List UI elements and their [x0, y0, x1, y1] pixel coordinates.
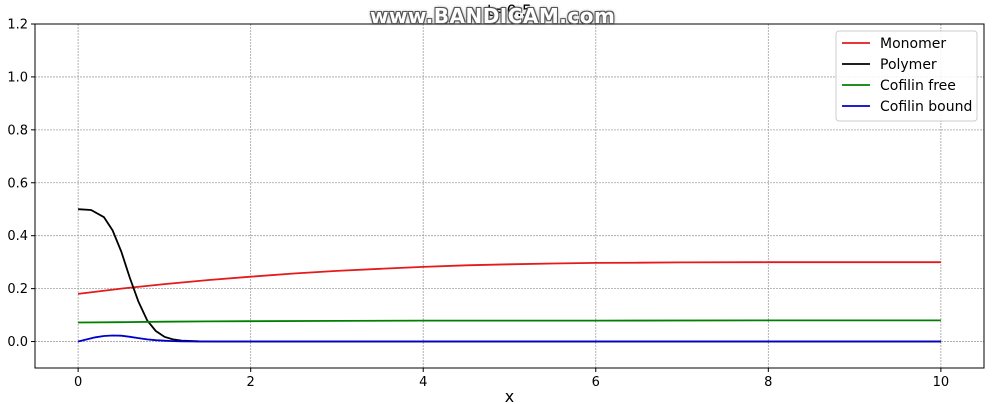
legend-label: Cofilin bound — [880, 99, 972, 115]
y-tick-label: 0.4 — [7, 229, 28, 244]
x-tick-label: 8 — [764, 375, 772, 390]
y-tick-label: 1.0 — [7, 70, 28, 85]
series-line-monomer — [77, 261, 941, 295]
y-tick-label: 0.8 — [7, 123, 28, 138]
legend-label: Polymer — [880, 57, 937, 73]
legend: Monomer Polymer Cofilin free Cofilin bound — [835, 30, 978, 122]
y-tick-label: 0.6 — [7, 176, 28, 191]
y-tick-label: 0.2 — [7, 282, 28, 297]
axis-ticks: 0 2 4 6 8 10 0.0 0.2 0.4 0.6 0.8 1.0 1.2 — [7, 18, 949, 391]
bandicam-watermark: www.BANDICAM.com — [370, 4, 616, 28]
y-tick-label: 0.0 — [7, 335, 28, 350]
plot-frame — [34, 23, 985, 369]
series-line-cofilin-bound — [77, 334, 941, 343]
x-tick-label: 2 — [247, 375, 255, 390]
chart-title: t=0.5 — [487, 1, 532, 20]
series-line-cofilin-free — [78, 319, 941, 324]
x-tick-label: 0 — [74, 375, 82, 390]
legend-label: Cofilin free — [880, 78, 956, 94]
y-tick-label: 1.2 — [7, 18, 28, 33]
x-tick-label: 6 — [592, 375, 600, 390]
x-tick-label: 4 — [419, 375, 427, 390]
legend-box — [835, 30, 978, 122]
legend-label: Monomer — [880, 36, 946, 52]
x-tick-label: 10 — [933, 375, 950, 390]
series-lines — [77, 208, 941, 343]
x-axis-label: x — [505, 387, 514, 404]
